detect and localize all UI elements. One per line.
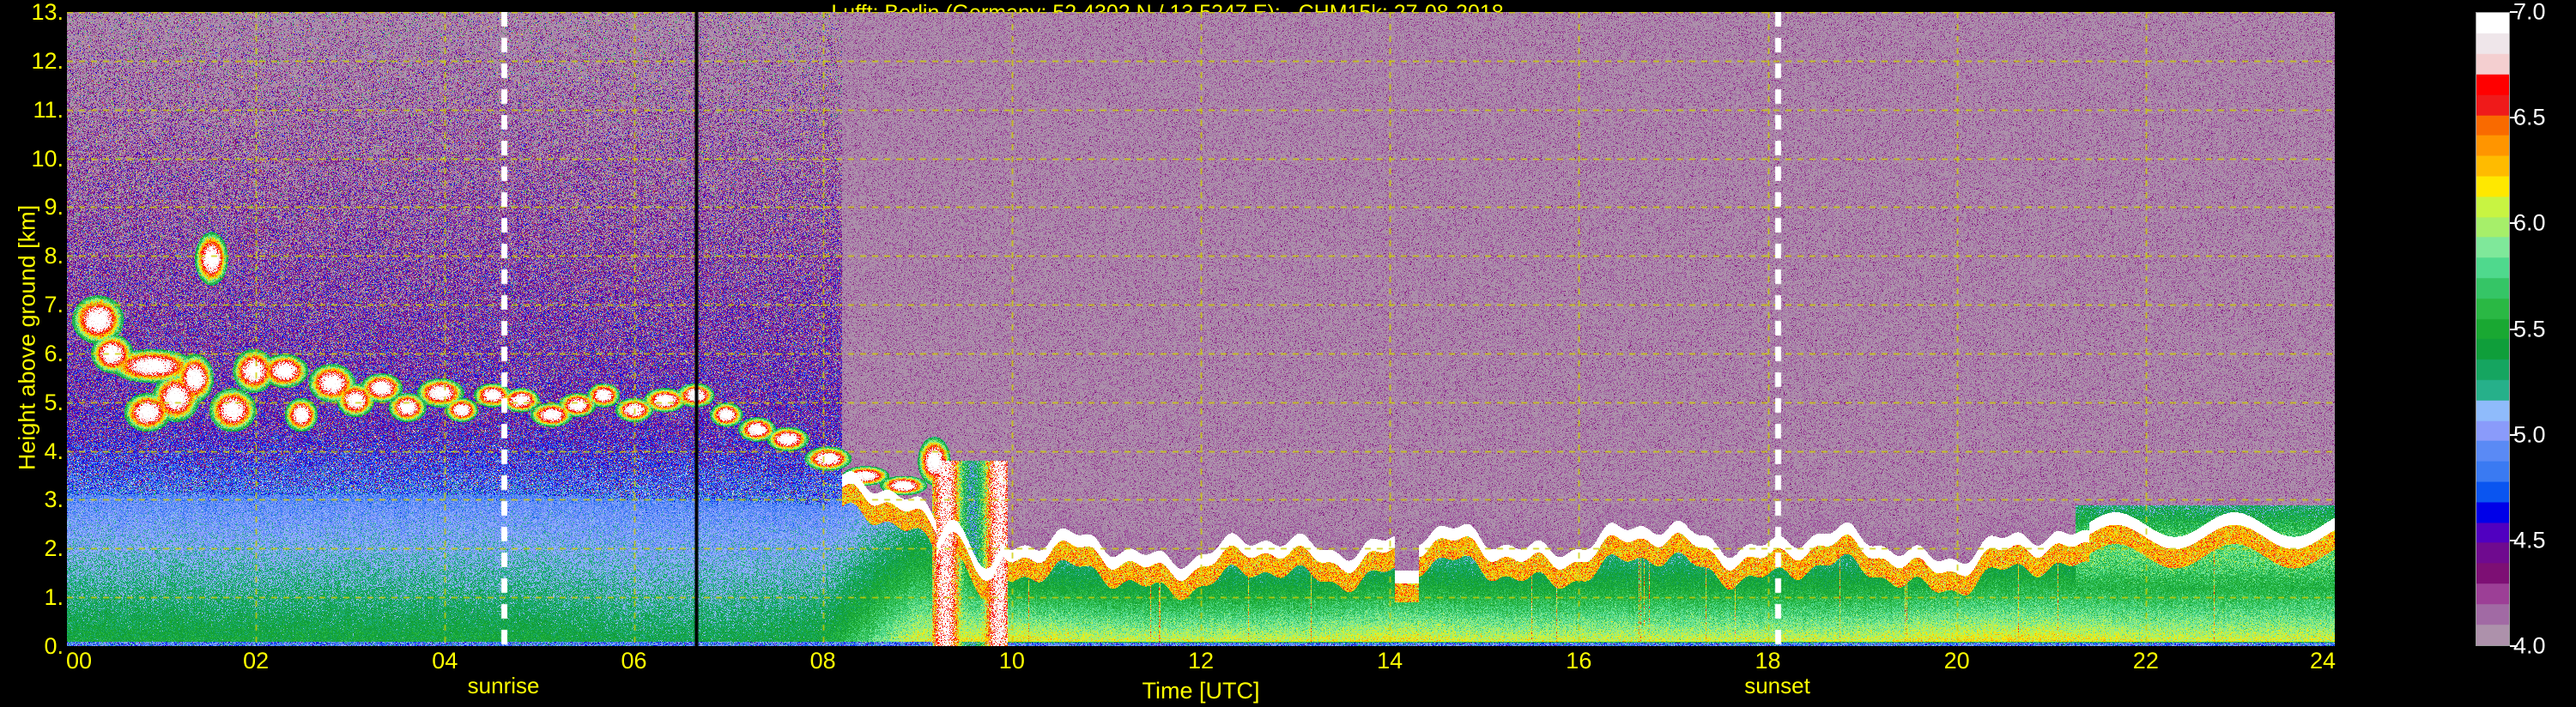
x-axis-tick-label: 10: [998, 648, 1025, 674]
x-axis-event-sunset: sunset: [1744, 673, 1810, 698]
x-axis-tick-label: 24: [2309, 648, 2337, 674]
y-axis-tick-label: 0.: [44, 633, 64, 659]
x-axis-tick-label: 04: [432, 648, 458, 674]
x-axis-event-sunrise: sunrise: [467, 673, 540, 698]
colorbar: [2476, 12, 2510, 646]
colorbar-canvas: [2476, 12, 2510, 646]
colorbar-tick-mark: [2510, 539, 2518, 541]
x-axis-tick-label: 20: [1943, 648, 1970, 674]
colorbar-tick-label: 5.5: [2513, 316, 2546, 341]
x-axis-tick-label: 12: [1187, 648, 1215, 674]
y-axis-tick-label: 1.: [44, 584, 64, 611]
y-axis-tick-label: 2.: [44, 535, 64, 562]
colorbar-tick-mark: [2510, 645, 2518, 647]
colorbar-tick-mark: [2510, 433, 2518, 436]
colorbar-tick-label: 6.5: [2513, 104, 2546, 130]
y-axis-tick-label: 13.: [31, 0, 64, 25]
colorbar-tick-label: 4.0: [2513, 632, 2546, 659]
x-axis-tick-label: 00: [65, 648, 93, 674]
y-axis-tick-label: 6.: [44, 340, 64, 366]
y-axis-tick-label: 11.: [33, 96, 64, 123]
plot-area[interactable]: [67, 12, 2335, 646]
y-axis-tick-label: 12.: [31, 47, 64, 74]
colorbar-tick-label: 6.0: [2513, 209, 2546, 236]
colorbar-tick-mark: [2510, 117, 2518, 119]
x-axis-tick-label: 16: [1566, 648, 1592, 674]
y-axis-tick-label: 5.: [44, 389, 64, 415]
colorbar-tick-mark: [2510, 222, 2518, 225]
y-axis-tick-label: 3.: [44, 486, 64, 513]
x-axis-tick-label: 14: [1377, 648, 1403, 674]
y-axis-title: Height above ground [km]: [14, 204, 40, 471]
colorbar-tick-mark: [2510, 11, 2518, 13]
colorbar-tick-label: 4.5: [2513, 527, 2546, 553]
x-axis-tick-label: 18: [1755, 648, 1781, 674]
y-axis-tick-label: 9.: [44, 194, 64, 221]
y-axis-tick-group: 0. 1. 2. 3. 4. 5. 6. 7. 8. 9. 10. 11. 12. 13.: [0, 0, 65, 707]
lidar-heatmap-canvas[interactable]: [67, 12, 2335, 646]
y-axis-tick-label: 8.: [44, 243, 64, 269]
y-axis-tick-label: 7.: [44, 292, 64, 318]
y-axis-tick-label: 10.: [31, 145, 64, 172]
colorbar-tick-mark: [2510, 328, 2518, 330]
x-axis-tick-label: 08: [809, 648, 836, 674]
x-axis-title: Time [UTC]: [1142, 678, 1260, 704]
x-axis-tick-label: 06: [621, 648, 647, 674]
x-axis-tick-label: 22: [2132, 648, 2159, 674]
x-axis-tick-label: 02: [243, 648, 270, 674]
colorbar-tick-label: 5.0: [2513, 421, 2546, 448]
colorbar-tick-label: 7.0: [2513, 0, 2546, 25]
y-axis-tick-label: 4.: [44, 438, 64, 464]
